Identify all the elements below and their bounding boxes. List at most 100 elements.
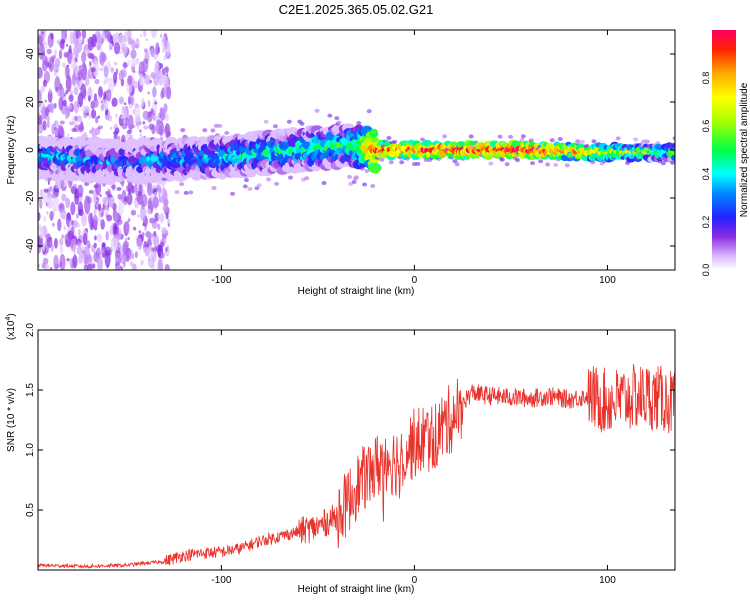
spectrogram-noise-cell xyxy=(136,238,140,247)
spectrogram-noise-cell xyxy=(99,51,106,66)
spectrogram-noise-cell xyxy=(65,197,71,209)
spectrogram-halo-cell xyxy=(575,139,581,144)
spectrogram-noise-cell xyxy=(141,231,145,237)
snr-series-line xyxy=(38,363,675,570)
spectrogram-noise-cell xyxy=(93,196,97,205)
spectrogram-noise-cell xyxy=(78,87,81,90)
spectrogram-noise-cell xyxy=(40,85,46,93)
spectrogram-halo-cell xyxy=(327,113,333,118)
figure-title: C2E1.2025.365.05.02.G21 xyxy=(279,2,434,17)
x-tick-label: -100 xyxy=(211,275,231,286)
spectrogram-halo-cell xyxy=(348,181,354,186)
x-tick-label: 100 xyxy=(599,275,616,286)
x-tick-label: 100 xyxy=(599,575,616,586)
spectrogram-noise-cell xyxy=(128,248,133,260)
spectrogram-noise-cell xyxy=(46,120,50,128)
spectrogram-noise-cell xyxy=(103,91,106,99)
spectrogram-halo-cell xyxy=(579,139,585,144)
spectrogram-noise-cell xyxy=(154,62,160,72)
spectrogram-halo-cell xyxy=(519,137,525,142)
spectrogram-noise-cell xyxy=(109,45,112,51)
spectrogram-noise-cell xyxy=(109,126,113,131)
spectrogram-noise-cell xyxy=(83,264,89,270)
snr-frame xyxy=(37,329,676,571)
spectrogram-noise-cell xyxy=(135,57,140,65)
spectrogram-halo-cell xyxy=(615,136,621,141)
spectrogram-noise-cell xyxy=(104,77,110,83)
spectrogram-noise-cell xyxy=(164,113,169,122)
spectrogram-halo-cell xyxy=(230,191,236,196)
spectrogram-noise-cell xyxy=(158,258,163,265)
spectrogram-halo-cell xyxy=(362,182,368,187)
spectrogram-noise-cell xyxy=(123,201,127,206)
spectrogram-noise-cell xyxy=(128,105,133,109)
spectrogram-noise-cell xyxy=(152,86,157,98)
spectrogram-noise-cell xyxy=(72,45,79,59)
spectrogram-noise-cell xyxy=(88,114,91,120)
spectrogram-noise-cell xyxy=(160,252,165,259)
spectrogram-noise-cell xyxy=(87,95,91,102)
spectrogram-noise-cell xyxy=(53,238,58,249)
spectrogram-noise-cell xyxy=(142,58,149,73)
spectrogram-cell xyxy=(670,154,675,161)
spectrogram-noise-cell xyxy=(59,253,66,270)
spectrogram-noise-cell xyxy=(73,82,80,96)
spectrogram-noise-cell xyxy=(61,193,67,202)
spectrogram-halo-cell xyxy=(452,159,458,164)
spectrogram-noise-cell xyxy=(130,209,137,216)
spectrogram-noise-cell xyxy=(139,206,147,222)
spectrogram-halo-cell xyxy=(130,124,136,129)
spectrogram-noise-cell xyxy=(105,230,109,241)
spectrogram-noise-cell xyxy=(100,100,103,104)
snr-ticks: -100 0 100 0.5 1.0 1.5 2.0 xyxy=(25,323,675,586)
spectrogram-halo-cell xyxy=(263,119,269,124)
spectrogram-noise-cell xyxy=(58,49,63,60)
spectrogram-noise-cell xyxy=(127,75,132,86)
spectrogram-noise-cell xyxy=(122,260,126,268)
spectrogram-noise-cell xyxy=(54,58,61,68)
x-tick-label: 0 xyxy=(412,575,418,586)
spectrogram-noise-cell xyxy=(63,226,66,231)
spectrogram-halo-cell xyxy=(644,139,650,144)
spectrogram-noise-cell xyxy=(97,255,103,270)
spectrogram-halo-cell xyxy=(272,124,278,129)
spectrogram-noise-cell xyxy=(66,212,71,221)
spectrogram-halo-cell xyxy=(364,169,370,174)
spectrogram-halo-cell xyxy=(286,119,292,124)
spectrogram-noise-cell xyxy=(156,70,164,80)
spectrogram-noise-cell xyxy=(163,55,167,61)
spectrogram-noise-cell xyxy=(127,236,130,241)
spectrogram-noise-cell xyxy=(82,245,85,252)
spectrogram-halo-cell xyxy=(356,120,362,125)
spectrogram-halo-cell xyxy=(174,190,180,195)
spectrogram-halo-cell xyxy=(530,161,536,166)
spectrogram-noise-cell xyxy=(94,235,97,241)
spectrogram-noise-cell xyxy=(125,185,129,192)
spectrogram-halo-cell xyxy=(504,162,510,167)
spectrogram-halo-cell xyxy=(415,161,421,166)
spectrogram-noise-cell xyxy=(161,226,167,235)
spectrogram-halo-cell xyxy=(538,159,544,164)
y-tick-label: 1.0 xyxy=(25,443,36,457)
spectrogram-noise-cell xyxy=(54,120,57,127)
spectrogram-halo-cell xyxy=(499,157,505,162)
spectrogram-halo-cell xyxy=(287,175,293,180)
spectrogram-noise-cell xyxy=(109,225,114,236)
spectrogram-noise-cell xyxy=(103,65,109,78)
spectrogram-noise-cell xyxy=(141,194,148,207)
spectrogram-halo-cell xyxy=(116,187,122,192)
spectrogram-noise-cell xyxy=(153,231,157,237)
spectrogram-noise-cell xyxy=(49,185,53,192)
spectrogram-noise-cell xyxy=(49,102,55,114)
spectrogram-halo-cell xyxy=(137,195,143,200)
y-tick-label: 0.5 xyxy=(25,503,36,517)
spectrogram-halo-cell xyxy=(347,174,353,179)
spectrogram-noise-cell xyxy=(101,243,107,258)
spectrogram-noise-cell xyxy=(123,31,129,42)
spectrogram-noise-cell xyxy=(38,90,42,108)
spectrogram-noise-cell xyxy=(120,78,125,87)
spectrogram-noise-cell xyxy=(127,217,131,223)
snr-panel: -100 0 100 0.5 1.0 1.5 2.0 Height of straight … xyxy=(5,313,676,595)
spectrogram-halo-cell xyxy=(93,184,99,189)
spectrogram-noise-cell xyxy=(130,49,137,60)
